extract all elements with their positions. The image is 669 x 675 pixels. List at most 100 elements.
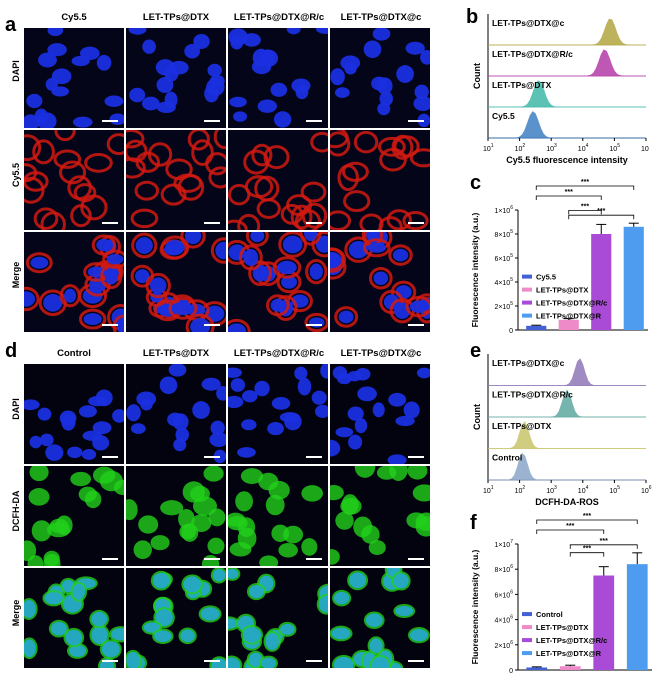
y-axis-title: Fluorescence intensity (a.u.) <box>470 549 480 664</box>
microscopy-image <box>228 130 328 230</box>
x-tick-exponent: 1 <box>491 143 494 149</box>
series-label: LET-TPs@DTX@R/c <box>492 390 573 400</box>
significance-marker: *** <box>565 189 573 196</box>
significance-marker: *** <box>581 179 589 186</box>
microscopy-image <box>126 130 226 230</box>
histogram-peak <box>488 389 646 418</box>
microscopy-image <box>330 364 430 464</box>
x-tick-label: 10 <box>641 146 649 153</box>
microscopy-image <box>330 130 430 230</box>
bar-chart-c: 0 2×105 4×105 6×105 8×105 1×106 *** *** *** *** Cy… <box>470 179 648 335</box>
y-axis-title: Fluorescence intensity (a.u.) <box>470 212 480 327</box>
scale-bar <box>408 222 424 224</box>
y-tick-exponent: 5 <box>510 301 513 307</box>
scale-bar <box>204 558 220 560</box>
x-tick-exponent: 5 <box>617 485 620 491</box>
microscopy-image <box>228 28 328 128</box>
y-tick-label: 2×106 <box>494 640 513 650</box>
significance-bracket <box>569 552 605 557</box>
x-tick-exponent: 2 <box>522 143 525 149</box>
series-label: Cy5.5 <box>492 111 515 121</box>
x-axis-title: Cy5.5 fluorescence intensity <box>506 155 628 165</box>
row-label: Merge <box>11 261 21 289</box>
panel-label-c: c <box>470 172 482 194</box>
y-tick-label: 8×106 <box>494 564 513 574</box>
flow-histogram-b: Cy5.5 LET-TPs@DTX LET-TPs@DTX@R/c LET-TPs@D… <box>472 14 649 165</box>
histogram-peak <box>488 452 646 481</box>
legend-swatch <box>522 274 532 279</box>
y-tick-exponent: 6 <box>510 640 513 646</box>
scale-bar <box>204 222 220 224</box>
x-tick-label: 101 <box>483 485 494 495</box>
significance-bracket <box>536 529 605 534</box>
column-header: LET-TPs@DTX@R/c <box>233 12 325 23</box>
legend-entry: LET-TPs@DTX <box>536 286 588 295</box>
series-label: LET-TPs@DTX <box>492 80 552 90</box>
bar <box>558 319 579 330</box>
significance-marker: *** <box>566 523 574 530</box>
microscopy-image <box>126 28 226 128</box>
significance-bracket <box>569 544 638 549</box>
panel-label-e: e <box>470 340 482 362</box>
microscopy-image <box>330 28 430 128</box>
bar <box>526 325 547 330</box>
y-tick-exponent: 6 <box>510 615 513 621</box>
y-tick-label: 4×105 <box>494 277 513 287</box>
x-tick-label: 103 <box>546 485 557 495</box>
microscopy-image <box>24 28 124 128</box>
panel-label-d: d <box>5 340 18 362</box>
bar <box>526 667 548 670</box>
x-tick-label: 104 <box>578 485 589 495</box>
x-tick-exponent: 3 <box>554 143 557 149</box>
x-tick-label: 102 <box>515 485 526 495</box>
column-header: LET-TPs@DTX@R/c <box>233 348 325 359</box>
x-tick-label: 105 <box>609 485 620 495</box>
panel-label-a: a <box>5 14 17 36</box>
column-header: LET-TPs@DTX@c <box>340 12 422 23</box>
y-tick-exponent: 5 <box>510 277 513 283</box>
x-axis-title: DCFH-DA-ROS <box>535 497 599 507</box>
series-label: LET-TPs@DTX <box>492 421 552 431</box>
scale-bar <box>102 324 118 326</box>
bar <box>593 575 615 670</box>
y-tick-label: 0 <box>509 668 513 675</box>
x-tick-label: 104 <box>578 143 589 153</box>
microscopy-image <box>24 130 124 230</box>
legend-entry: LET-TPs@DTX@R <box>536 649 602 658</box>
bar <box>559 666 581 670</box>
significance-bracket <box>568 214 635 220</box>
microscopy-image <box>126 364 226 464</box>
legend-swatch <box>522 638 532 643</box>
legend-entry: Cy5.5 <box>536 273 556 282</box>
histogram-peak <box>488 421 646 449</box>
scale-bar <box>102 660 118 662</box>
x-tick-exponent: 2 <box>522 485 525 491</box>
microscopy-image <box>24 364 124 464</box>
significance-bracket <box>535 185 635 190</box>
significance-bracket <box>568 210 602 215</box>
microscopy-image <box>228 466 328 566</box>
legend-entry: LET-TPs@DTX@R/c <box>536 299 607 308</box>
y-tick-exponent: 7 <box>510 539 513 545</box>
histogram-peak <box>488 80 646 108</box>
row-label: DCFH-DA <box>11 490 21 532</box>
legend-swatch <box>522 287 532 292</box>
scale-bar <box>102 120 118 122</box>
microscopy-image <box>228 232 328 332</box>
histogram-peak <box>488 111 646 139</box>
y-tick-exponent: 5 <box>510 253 513 259</box>
legend-entry: LET-TPs@DTX@R <box>536 312 602 321</box>
x-tick-exponent: 6 <box>649 485 652 491</box>
y-axis-title: Count <box>472 404 482 430</box>
bar <box>626 564 648 670</box>
scale-bar <box>204 660 220 662</box>
microscopy-image <box>330 466 430 566</box>
bar-chart-f: 0 2×106 4×106 6×106 8×106 1×107 *** *** *** *** Co… <box>470 513 652 675</box>
series-label: LET-TPs@DTX@R/c <box>492 49 573 59</box>
significance-bracket <box>536 519 638 524</box>
legend-entry: LET-TPs@DTX <box>536 623 588 632</box>
significance-marker: *** <box>583 513 591 520</box>
column-header: LET-TPs@DTX <box>142 12 210 23</box>
scale-bar <box>204 120 220 122</box>
row-label: Cy5.5 <box>11 162 21 188</box>
